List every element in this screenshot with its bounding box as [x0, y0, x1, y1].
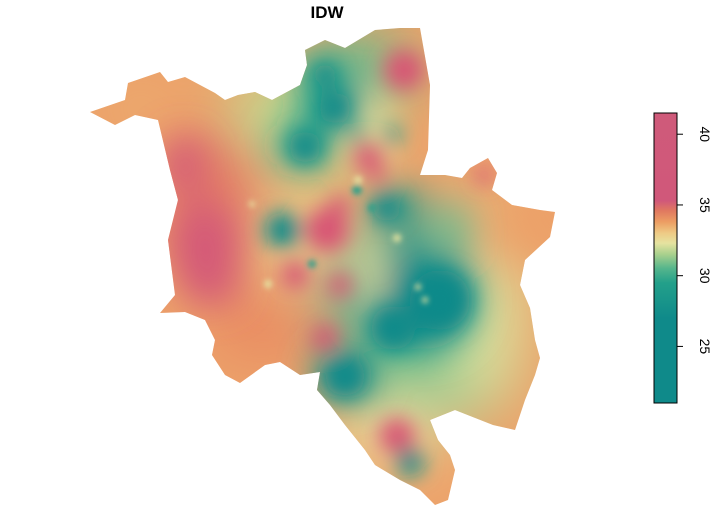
legend-ticks: 25 30 35 40	[677, 126, 713, 354]
legend-tick-label: 35	[697, 197, 713, 213]
legend-tick-label: 40	[697, 126, 713, 142]
legend-color-bar	[653, 112, 678, 404]
color-legend: 25 30 35 40	[653, 112, 713, 404]
legend-tick-label: 25	[697, 339, 713, 355]
map-title: IDW	[310, 3, 344, 22]
legend-tick-label: 30	[697, 268, 713, 284]
